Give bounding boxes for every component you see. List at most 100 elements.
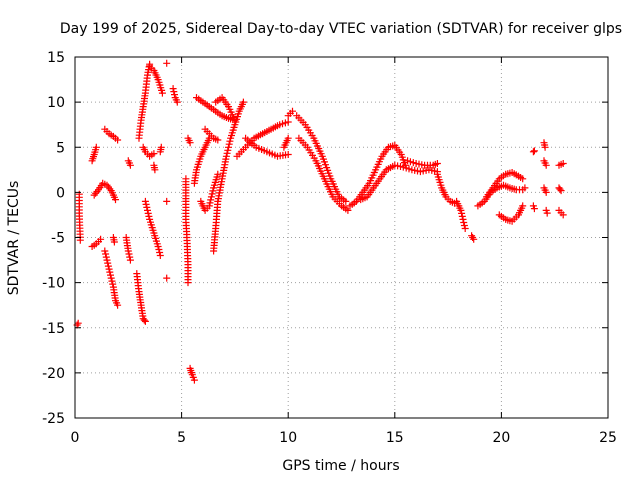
data-point <box>459 215 467 223</box>
x-axis-label: GPS time / hours <box>282 458 399 474</box>
y-tick-label: 0 <box>56 185 65 201</box>
data-points <box>73 59 567 384</box>
data-point <box>92 143 100 151</box>
data-point <box>223 149 231 157</box>
data-point <box>519 202 527 210</box>
data-point <box>208 190 216 198</box>
data-point <box>556 185 564 193</box>
data-point <box>458 212 466 220</box>
data-point <box>557 187 565 195</box>
data-point <box>529 148 537 156</box>
data-point <box>169 85 177 93</box>
y-tick-label: 15 <box>47 50 65 66</box>
data-point <box>457 206 465 214</box>
x-tick-label: 15 <box>386 430 404 446</box>
y-tick-label: -5 <box>51 231 65 247</box>
data-point <box>150 150 158 158</box>
data-point <box>145 212 153 220</box>
data-point <box>239 98 247 106</box>
data-point <box>209 187 217 195</box>
data-point <box>542 188 550 196</box>
data-point <box>114 136 122 144</box>
data-point <box>163 274 171 282</box>
y-axis-label: SDTVAR / TECUs <box>6 181 22 296</box>
data-point <box>433 160 441 167</box>
data-point <box>530 147 538 155</box>
data-point <box>102 253 110 261</box>
data-point <box>170 88 178 96</box>
data-point <box>157 143 165 151</box>
data-point <box>126 256 134 264</box>
data-point <box>141 197 149 205</box>
data-point <box>110 238 118 246</box>
data-point <box>186 139 194 147</box>
y-tick-label: -10 <box>42 276 65 292</box>
data-point <box>144 209 152 217</box>
data-point <box>126 161 134 169</box>
data-point <box>107 271 114 279</box>
data-point <box>222 152 230 160</box>
data-point <box>141 317 149 325</box>
data-point <box>125 250 133 258</box>
y-tick-label: -25 <box>42 411 65 427</box>
data-point <box>541 143 549 151</box>
data-point <box>154 243 162 250</box>
data-point <box>461 225 469 232</box>
y-tick-label: -15 <box>42 321 65 337</box>
axis-ticks: 0 5 10 15 20 25 -25 -20 -15 -10 -5 0 5 10 15 <box>42 50 617 446</box>
data-point <box>126 253 134 261</box>
x-tick-label: 20 <box>492 430 510 446</box>
data-point <box>460 222 468 229</box>
data-point <box>74 319 82 327</box>
data-point <box>103 256 111 264</box>
y-tick-label: 10 <box>47 95 65 111</box>
data-point <box>109 280 117 288</box>
data-point <box>108 277 116 285</box>
data-point <box>530 205 538 213</box>
y-tick-label: -20 <box>42 366 65 382</box>
data-point <box>231 116 239 124</box>
data-point <box>104 259 112 267</box>
data-point <box>163 59 171 67</box>
data-point <box>158 89 166 97</box>
data-point <box>101 247 109 255</box>
data-point <box>143 203 151 211</box>
data-point <box>144 206 151 214</box>
data-point <box>163 197 171 205</box>
data-point <box>207 193 215 201</box>
data-point <box>156 249 164 256</box>
data-point <box>171 91 178 99</box>
data-point <box>225 143 232 151</box>
data-point <box>207 196 215 204</box>
data-point <box>542 161 550 169</box>
data-point <box>521 184 529 192</box>
data-point <box>124 247 132 255</box>
data-point <box>173 98 181 106</box>
data-point <box>114 301 122 309</box>
data-point <box>140 316 148 324</box>
data-point <box>225 140 233 148</box>
data-point <box>214 136 222 144</box>
data-point <box>458 209 466 217</box>
x-tick-label: 0 <box>71 430 80 446</box>
data-point <box>289 107 296 115</box>
data-point <box>184 279 192 287</box>
data-point <box>559 211 567 219</box>
data-point <box>559 160 567 167</box>
data-point <box>112 196 119 204</box>
data-point <box>226 137 234 145</box>
data-point <box>284 151 292 158</box>
data-point <box>460 219 468 226</box>
data-point <box>205 202 213 210</box>
data-point <box>107 274 115 282</box>
x-tick-label: 10 <box>279 430 297 446</box>
data-point <box>155 246 163 253</box>
data-point <box>151 166 159 174</box>
data-point <box>102 250 110 258</box>
data-point <box>106 268 114 276</box>
data-point <box>214 170 222 178</box>
data-point <box>104 262 112 270</box>
data-point <box>224 146 232 154</box>
data-point <box>342 197 350 205</box>
